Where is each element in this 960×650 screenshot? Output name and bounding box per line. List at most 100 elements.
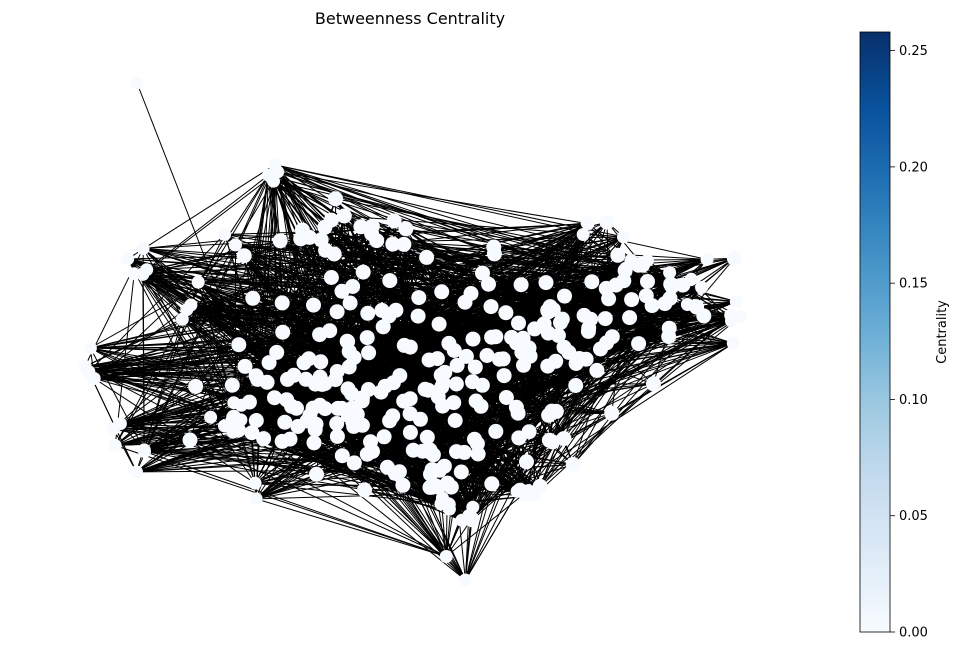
network-node — [521, 484, 535, 498]
network-node — [364, 218, 380, 234]
colorbar-tick-label: 0.05 — [899, 509, 928, 524]
network-node — [498, 390, 514, 405]
network-edge — [210, 416, 256, 484]
network-node — [576, 228, 590, 241]
network-node — [440, 475, 455, 491]
network-node — [545, 434, 560, 450]
network-node — [496, 368, 512, 384]
network-edge — [235, 244, 331, 332]
network-edge — [144, 451, 447, 557]
network-node — [548, 403, 564, 419]
network-edge — [533, 298, 671, 496]
network-node — [218, 228, 232, 241]
network-node — [328, 191, 344, 207]
network-node — [410, 308, 426, 324]
network-node — [453, 464, 469, 480]
network-node — [298, 371, 314, 387]
network-edge — [325, 222, 588, 251]
network-node — [402, 424, 418, 440]
network-edge — [388, 236, 624, 317]
network-edge — [146, 174, 269, 271]
network-node — [467, 359, 483, 375]
network-node — [191, 275, 205, 289]
network-edge — [274, 164, 624, 238]
network-node — [631, 336, 647, 352]
network-node — [597, 311, 613, 327]
network-node — [249, 492, 263, 506]
network-edge — [136, 425, 225, 473]
colorbar-tick-label: 0.00 — [899, 626, 928, 641]
network-node — [402, 339, 418, 355]
network-node — [244, 425, 260, 441]
network-edge — [274, 164, 666, 305]
network-node — [312, 327, 328, 343]
network-edge — [255, 397, 507, 500]
network-node — [329, 428, 345, 444]
network-node — [204, 410, 218, 424]
network-node — [388, 302, 404, 318]
network-node — [78, 359, 92, 373]
network-node — [498, 305, 514, 321]
network-node — [227, 396, 241, 410]
network-node — [548, 353, 564, 369]
network-node — [519, 454, 534, 470]
network-node — [604, 405, 620, 421]
network-node — [467, 431, 482, 447]
network-node — [357, 482, 372, 498]
network-node — [129, 465, 143, 479]
network-node — [136, 242, 150, 255]
network-node — [323, 270, 339, 285]
network-node — [419, 249, 435, 265]
network-node — [307, 422, 323, 438]
network-edge — [235, 244, 343, 456]
network-node — [282, 431, 298, 447]
colorbar-gradient — [859, 31, 891, 633]
network-edge — [235, 244, 653, 307]
network-edge — [277, 171, 648, 261]
network-node — [274, 295, 290, 311]
network-node — [256, 431, 272, 447]
network-node — [439, 550, 453, 563]
network-node — [441, 335, 457, 351]
colorbar-tick-label: 0.15 — [899, 277, 928, 292]
network-node — [188, 378, 204, 394]
network-node — [382, 273, 398, 289]
network-edge — [255, 482, 449, 506]
network-node — [726, 250, 742, 266]
network-edge — [366, 453, 447, 557]
network-edge — [233, 234, 584, 418]
network-edge — [136, 435, 338, 473]
network-node — [175, 312, 189, 326]
network-node — [599, 214, 615, 230]
network-node — [684, 272, 698, 286]
network-node — [344, 386, 359, 402]
network-edge — [142, 273, 283, 333]
network-node — [341, 343, 357, 359]
network-node — [293, 231, 309, 247]
network-node — [269, 344, 285, 360]
network-node — [661, 329, 677, 345]
network-node — [557, 288, 572, 304]
network-node — [248, 368, 264, 384]
network-node — [553, 315, 568, 331]
network-node — [108, 439, 122, 452]
network-node — [422, 479, 438, 495]
network-node — [138, 445, 151, 458]
network-edge — [89, 347, 145, 451]
network-node — [306, 435, 322, 451]
network-node — [456, 444, 472, 460]
network-node — [402, 391, 418, 407]
network-edge — [441, 282, 547, 499]
network-node — [475, 265, 490, 281]
network-node — [589, 362, 605, 378]
network-edge — [491, 222, 588, 484]
network-node — [83, 341, 97, 355]
network-node — [545, 302, 561, 318]
network-node — [610, 247, 626, 263]
network-node — [617, 230, 630, 244]
chart-title: Betweenness Centrality — [315, 9, 505, 28]
network-node — [479, 348, 495, 363]
network-edge — [647, 260, 732, 322]
network-node — [663, 266, 677, 280]
